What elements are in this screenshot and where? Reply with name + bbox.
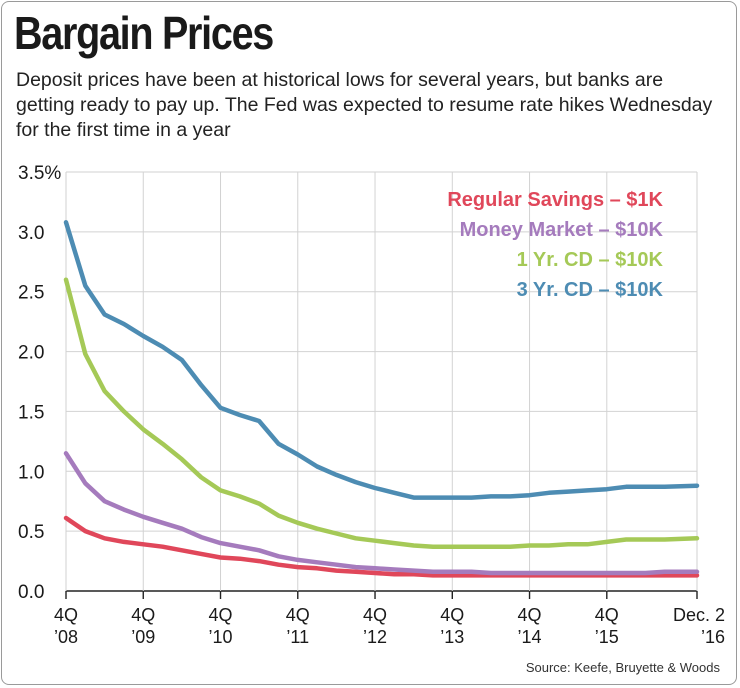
series-lines [63,220,700,578]
x-tick-label: ’14 [518,627,542,647]
x-tick-label: 4Q [595,605,619,625]
chart-title: Bargain Prices [14,7,274,59]
x-tick-label: 4Q [286,605,310,625]
x-axis-tick-labels: 4Q’084Q’094Q’104Q’114Q’124Q’134Q’144Q’15… [54,605,725,647]
x-tick-label: ’13 [440,627,464,647]
x-tick-label: 4Q [440,605,464,625]
x-tick-label: 4Q [54,605,78,625]
y-tick-label: 0.0 [18,582,44,603]
chart-subtitle: Deposit prices have been at historical l… [16,69,713,141]
x-tick-label: ’10 [208,627,232,647]
series-line [63,451,700,576]
y-tick-label: 2.0 [18,343,44,364]
x-tick-label: Dec. 2 [673,605,725,625]
x-tick-label: ’16 [701,627,725,647]
series-line [63,220,700,500]
x-tick-label: 4Q [518,605,542,625]
x-tick-label: ’12 [363,627,387,647]
x-tick-label: ’11 [286,627,309,647]
source-note: Source: Keefe, Bruyette & Woods [525,660,720,675]
series-line [63,277,700,549]
y-tick-label: 3.0 [18,223,44,244]
legend-entry: Regular Savings – $1K [447,189,663,211]
legend-entry: 3 Yr. CD – $10K [517,279,664,301]
x-tick-label: 4Q [131,605,155,625]
y-tick-label: 1.5 [18,402,44,423]
x-tick-label: 4Q [209,605,233,625]
y-tick-label: 0.5 [18,522,44,543]
x-tick-label: ’09 [131,627,155,647]
series-line [63,515,700,578]
x-tick-label: ’08 [54,627,78,647]
y-tick-label: 2.5 [18,283,44,304]
x-tick-label: 4Q [363,605,387,625]
x-tick-label: ’15 [595,627,619,647]
legend-entry: 1 Yr. CD – $10K [517,249,664,271]
legend: Regular Savings – $1K Money Market – $10K… [447,189,663,301]
y-tick-label: 1.0 [18,462,44,483]
y-axis-tick-labels: 0.0 0.5 1.0 1.5 2.0 2.5 3.0 3.5% [18,163,61,603]
legend-entry: Money Market – $10K [460,219,664,241]
y-tick-label: 3.5% [18,163,61,184]
